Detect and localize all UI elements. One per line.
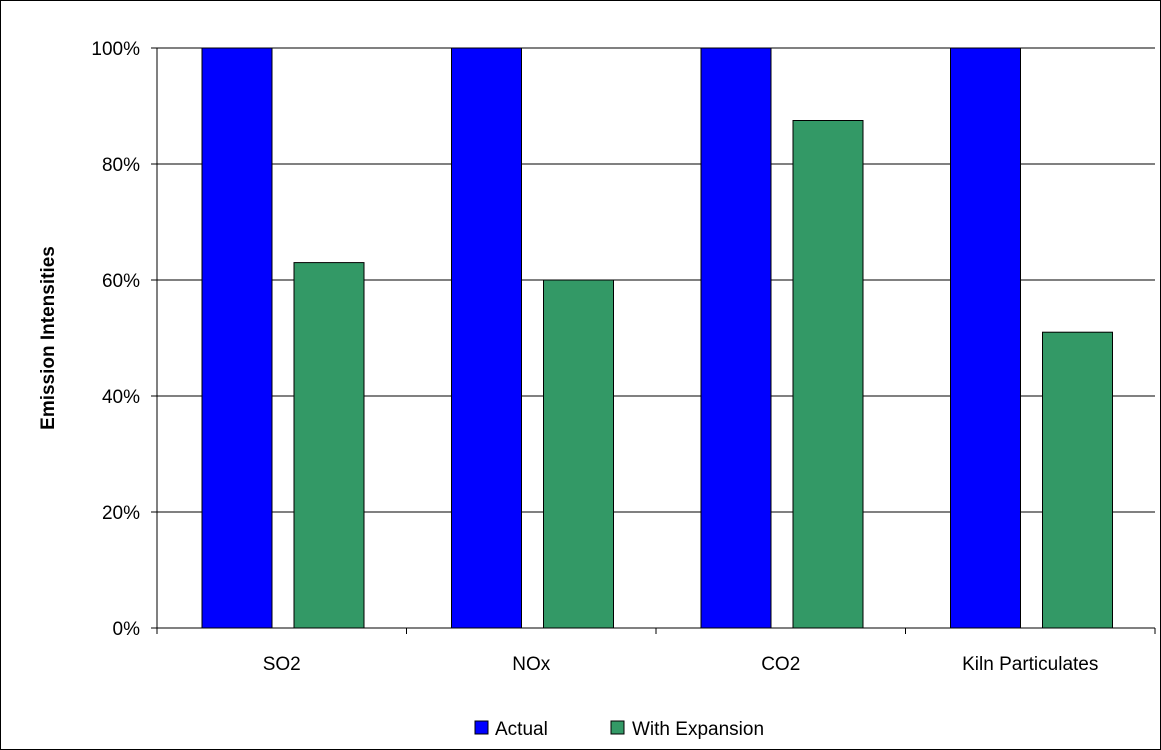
- legend-label: With Expansion: [632, 719, 764, 740]
- y-tick-label: 80%: [102, 155, 140, 176]
- legend-label: Actual: [495, 719, 548, 740]
- bar-actual-3: [950, 47, 1021, 629]
- y-tick-label: 20%: [102, 503, 140, 524]
- bar-with-expansion-0: [293, 262, 365, 629]
- bar-actual-0: [201, 47, 273, 629]
- bar-actual-1: [451, 47, 522, 629]
- bar-with-expansion-2: [792, 120, 864, 629]
- y-tick-labels: 0% 20% 40% 60% 80% 100%: [91, 39, 140, 640]
- axes: [151, 47, 1156, 634]
- legend-swatch: [610, 720, 625, 735]
- x-tick-labels: SO2 NOx CO2 Kiln Particulates: [263, 654, 1099, 675]
- y-tick-label: 0%: [113, 619, 141, 640]
- y-axis-title: Emission Intensities: [38, 246, 59, 430]
- legend: Actual With Expansion: [474, 719, 764, 740]
- bar-actual-2: [700, 47, 772, 629]
- x-tick-label: CO2: [761, 654, 800, 675]
- x-tick-label: Kiln Particulates: [962, 654, 1098, 675]
- bars: [201, 47, 1113, 629]
- x-tick-label: SO2: [263, 654, 301, 675]
- y-tick-label: 40%: [102, 387, 140, 408]
- y-tick-label: 60%: [102, 271, 140, 292]
- bar-with-expansion-1: [543, 279, 614, 629]
- y-tick-label: 100%: [91, 39, 140, 60]
- x-tick-label: NOx: [512, 654, 551, 675]
- bar-with-expansion-3: [1042, 331, 1113, 629]
- legend-swatch: [474, 720, 489, 735]
